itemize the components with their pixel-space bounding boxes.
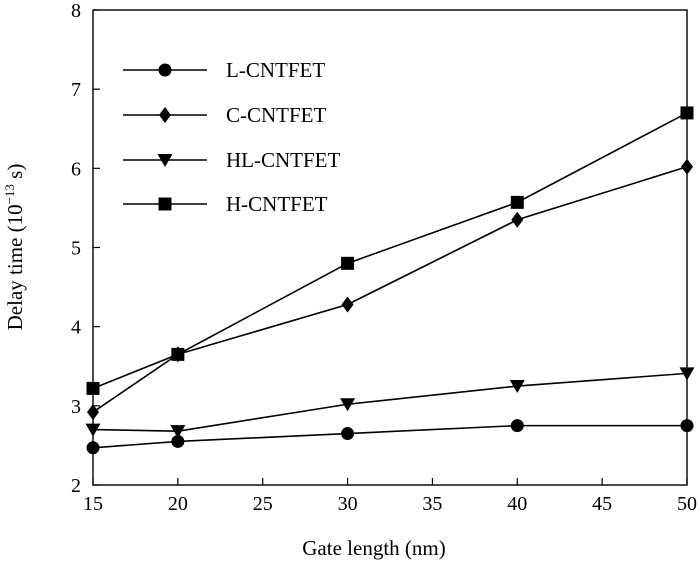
x-tick-label: 45 [592,493,612,515]
data-point [511,211,524,228]
legend-item: H-CNTFET [123,192,328,216]
legend: L-CNTFET C-CNTFET HL-CNTFET H-CNTFET [123,58,340,216]
y-axis-title: Delay time (10−13 s) [2,164,27,331]
legend-label: H-CNTFET [226,192,328,216]
legend-marker [159,107,171,123]
y-tick-label: 6 [71,158,81,180]
y-axis-title-main: Delay time (10 [3,204,27,330]
data-point [86,381,100,395]
legend-marker [158,63,172,77]
x-tick-label: 25 [253,493,273,515]
data-point [679,367,695,381]
legend-marker [158,197,172,211]
x-tick-label: 40 [507,493,527,515]
legend-marker [157,154,173,167]
x-tick-label: 30 [338,493,358,515]
series-h-cntfet [86,106,694,395]
data-point [340,398,356,412]
y-tick-label: 8 [71,0,81,22]
data-point [170,425,186,439]
y-axis-title-unit: s) [3,164,27,184]
y-tick-label: 5 [71,238,81,260]
data-point [171,347,185,361]
data-point [85,423,101,437]
legend-item: C-CNTFET [123,103,327,127]
data-point [681,158,693,175]
series-c-cntfet [87,158,693,421]
x-tick-label: 20 [168,493,188,515]
x-axis-title: Gate length (nm) [302,536,445,560]
legend-item: L-CNTFET [123,58,325,82]
y-axis-title-exponent: −13 [2,184,17,204]
data-series [85,106,695,455]
series-l-cntfet [86,419,694,455]
series-hl-cntfet [85,367,695,439]
data-point [509,380,525,394]
y-tick-label: 3 [71,396,81,418]
x-tick-label: 35 [422,493,442,515]
data-point [86,441,100,455]
y-tick-label: 4 [71,317,81,339]
data-point [680,106,694,120]
legend-label: HL-CNTFET [226,148,340,172]
series-line [92,112,688,390]
x-tick-label: 50 [677,493,697,515]
data-point [341,296,354,313]
data-point [510,419,524,433]
y-tick-label: 2 [71,475,81,497]
legend-label: C-CNTFET [226,103,327,127]
data-point [680,419,694,433]
y-tick-label: 7 [71,79,81,101]
series-line [92,372,688,432]
legend-item: HL-CNTFET [123,148,340,172]
data-point [510,195,524,209]
x-axis-ticks: 15 20 25 30 35 40 45 50 [83,478,697,515]
x-tick-label: 15 [83,493,103,515]
legend-label: L-CNTFET [226,58,325,82]
data-point [171,434,185,448]
y-axis-ticks: 2 3 4 5 6 7 8 [71,0,100,497]
data-point [341,256,355,270]
data-point [341,427,355,441]
data-point [87,404,99,421]
